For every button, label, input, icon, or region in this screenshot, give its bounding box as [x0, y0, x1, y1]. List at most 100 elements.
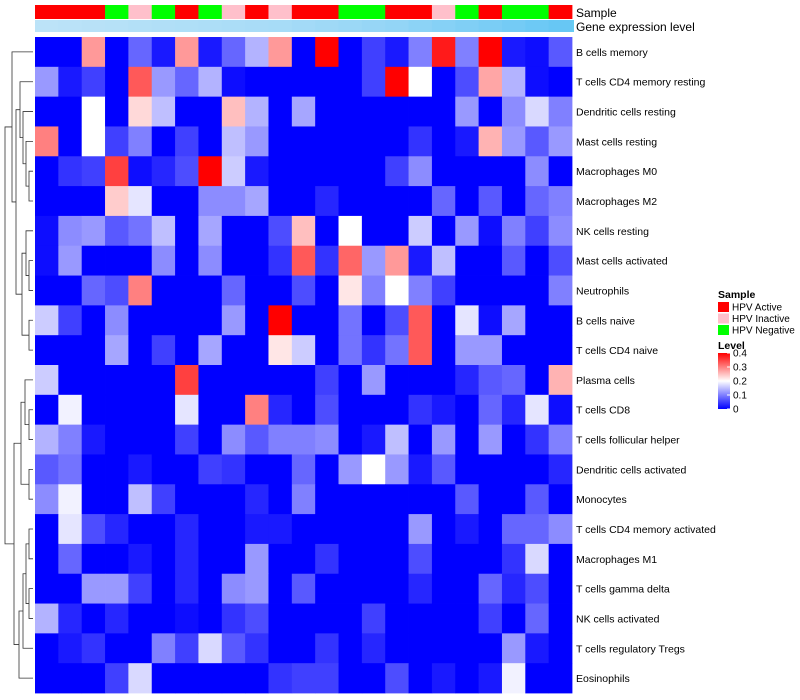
- level-legend: Level 0.4 0.3 0.2 0.1 0: [718, 340, 747, 416]
- heatmap-cell: [455, 394, 480, 426]
- heatmap-cell: [361, 37, 386, 68]
- dendrogram-branch: [28, 409, 33, 440]
- row-labels: B cells memory T cells CD4 memory resting…: [576, 47, 716, 685]
- heatmap-cell: [35, 543, 59, 575]
- heatmap-cell: [315, 186, 339, 217]
- heatmap-cell: [455, 633, 480, 664]
- heatmap-cell: [175, 126, 199, 157]
- heatmap-cell: [385, 603, 409, 634]
- heatmap-cell: [548, 37, 573, 68]
- heatmap-cell: [408, 126, 433, 157]
- sample-track-label: Sample: [576, 6, 617, 20]
- heatmap-cell: [338, 394, 363, 426]
- heatmap-cell: [431, 484, 456, 515]
- sample-annotation-cell: [105, 5, 129, 19]
- gene-expression-cell: [128, 20, 153, 32]
- heatmap-cell: [221, 394, 246, 426]
- heatmap-cell: [268, 603, 293, 634]
- heatmap-cell: [175, 96, 199, 127]
- heatmap-cell: [105, 394, 129, 426]
- heatmap-cell: [385, 335, 409, 366]
- heatmap-cell: [525, 96, 550, 127]
- heatmap-cell: [338, 484, 363, 515]
- heatmap-cell: [291, 126, 316, 157]
- heatmap-cell: [315, 424, 339, 455]
- heatmap-cell: [361, 543, 386, 575]
- heatmap-cell: [198, 514, 223, 545]
- heatmap-cell: [338, 633, 363, 664]
- heatmap-cell: [501, 394, 526, 426]
- heatmap-cell: [501, 633, 526, 664]
- heatmap-cell: [175, 186, 199, 217]
- heatmap-cell: [105, 543, 129, 575]
- heatmap-cell: [291, 633, 316, 664]
- heatmap-cell: [35, 484, 59, 515]
- heatmap-cell: [385, 454, 409, 485]
- heatmap-cell: [291, 365, 316, 396]
- heatmap-cell: [361, 96, 386, 127]
- heatmap-cell: [455, 603, 480, 634]
- heatmap-cell: [385, 424, 409, 455]
- dendrogram-branch: [13, 442, 21, 645]
- heatmap-cell: [361, 66, 386, 98]
- row-label: Mast cells resting: [576, 136, 657, 148]
- heatmap-cell: [198, 633, 223, 664]
- heatmap-cell: [455, 514, 480, 545]
- heatmap-cell: [245, 543, 269, 575]
- heatmap-cell: [35, 663, 59, 694]
- heatmap-cell: [291, 663, 316, 694]
- sample-annotation-cell: [198, 5, 223, 19]
- heatmap-cell: [58, 335, 83, 366]
- heatmap-cell: [361, 573, 386, 604]
- heatmap-cell: [221, 305, 246, 336]
- heatmap-cell: [175, 543, 199, 575]
- heatmap-cell: [548, 305, 573, 336]
- row-label: Dendritic cells resting: [576, 107, 676, 119]
- heatmap-cell: [455, 37, 480, 68]
- heatmap-cell: [81, 663, 106, 694]
- heatmap-cell: [478, 365, 503, 396]
- heatmap-cell: [338, 424, 363, 455]
- gene-expression-cell: [455, 20, 480, 32]
- heatmap-cell: [245, 633, 269, 664]
- heatmap-cell: [221, 633, 246, 664]
- heatmap-cell: [245, 365, 269, 396]
- heatmap-cell: [175, 245, 199, 276]
- heatmap-cell: [268, 215, 293, 247]
- heatmap-cell: [548, 514, 573, 545]
- heatmap-cell: [408, 156, 433, 187]
- heatmap-cell: [525, 215, 550, 247]
- heatmap-cell: [128, 454, 153, 485]
- dendrogram-branch: [28, 468, 33, 500]
- heatmap-cell: [385, 215, 409, 247]
- heatmap-cell: [268, 186, 293, 217]
- heatmap-cell: [455, 275, 480, 306]
- heatmap-cell: [35, 186, 59, 217]
- heatmap-cell: [128, 186, 153, 217]
- heatmap-cell: [105, 37, 129, 68]
- heatmap-cell: [408, 394, 433, 426]
- heatmap-cell: [128, 66, 153, 98]
- heatmap-cell: [291, 573, 316, 604]
- heatmap-cell: [525, 37, 550, 68]
- heatmap-cell: [525, 543, 550, 575]
- heatmap-cell: [548, 126, 573, 157]
- heatmap-cell: [151, 215, 176, 247]
- heatmap-cell: [268, 126, 293, 157]
- heatmap-cell: [81, 156, 106, 187]
- dendrogram-branch: [21, 252, 29, 336]
- heatmap-cell: [198, 186, 223, 217]
- heatmap-cell: [58, 37, 83, 68]
- heatmap-cell: [245, 275, 269, 306]
- heatmap-cell: [175, 663, 199, 694]
- heatmap-cell: [291, 186, 316, 217]
- heatmap-cell: [175, 275, 199, 306]
- heatmap-cell: [315, 543, 339, 575]
- heatmap-cell: [338, 514, 363, 545]
- heatmap-cell: [128, 484, 153, 515]
- heatmap-cell: [105, 156, 129, 187]
- heatmap-cell: [245, 186, 269, 217]
- heatmap-cell: [151, 573, 176, 604]
- heatmap-cell: [58, 66, 83, 98]
- heatmap-cell: [548, 156, 573, 187]
